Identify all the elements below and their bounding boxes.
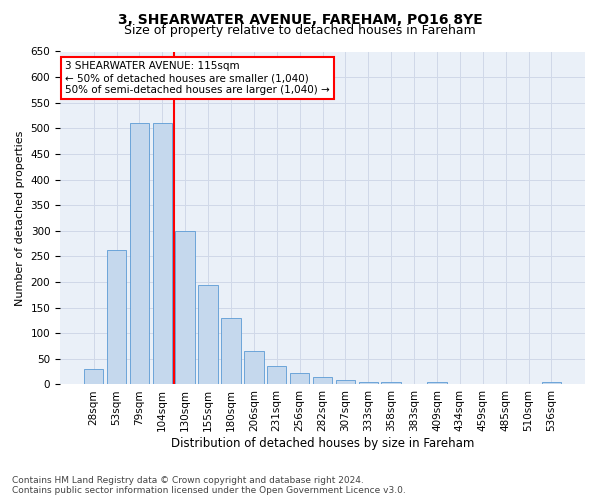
Bar (359, 382, 378, 384)
Bar (542, 382, 561, 384)
Bar (267, 366, 286, 384)
Bar (221, 318, 241, 384)
Y-axis label: Number of detached properties: Number of detached properties (15, 130, 25, 306)
Bar (84, 369, 103, 384)
Bar (152, 123, 172, 384)
Bar (313, 378, 332, 384)
Bar (130, 123, 149, 384)
Bar (382, 382, 401, 384)
Bar (199, 284, 218, 384)
Bar (107, 250, 126, 384)
X-axis label: Distribution of detached houses by size in Fareham: Distribution of detached houses by size … (171, 437, 474, 450)
Bar (335, 380, 355, 384)
Bar (290, 373, 310, 384)
Bar (244, 351, 263, 384)
Bar (175, 231, 195, 384)
Text: Size of property relative to detached houses in Fareham: Size of property relative to detached ho… (124, 24, 476, 37)
Text: 3, SHEARWATER AVENUE, FAREHAM, PO16 8YE: 3, SHEARWATER AVENUE, FAREHAM, PO16 8YE (118, 12, 482, 26)
Text: Contains HM Land Registry data © Crown copyright and database right 2024.
Contai: Contains HM Land Registry data © Crown c… (12, 476, 406, 495)
Text: 3 SHEARWATER AVENUE: 115sqm
← 50% of detached houses are smaller (1,040)
50% of : 3 SHEARWATER AVENUE: 115sqm ← 50% of det… (65, 62, 330, 94)
Bar (427, 382, 446, 384)
